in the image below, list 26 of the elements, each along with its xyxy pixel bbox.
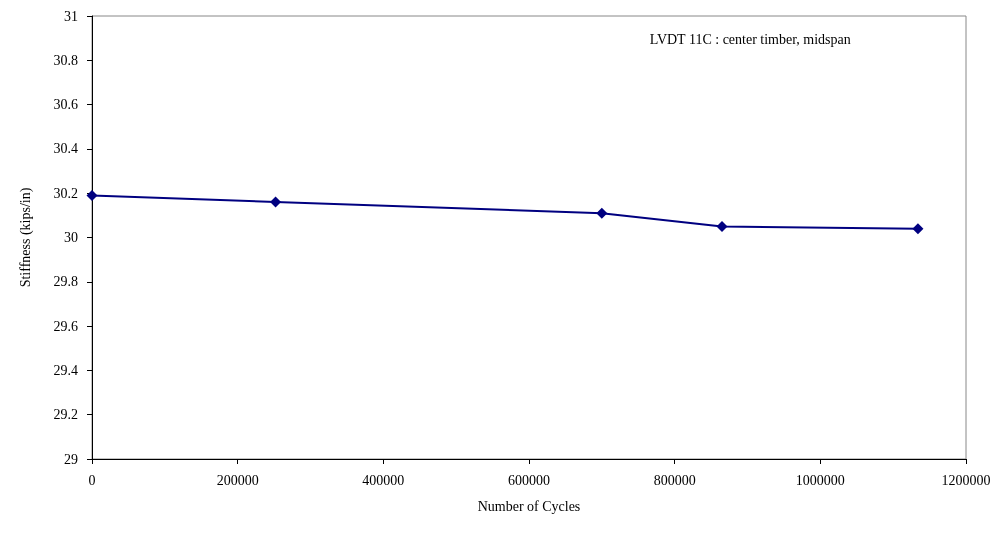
y-tick-label: 29.6 xyxy=(53,318,78,334)
annotation: LVDT 11C : center timber, midspan xyxy=(649,31,851,47)
x-tick-label: 400000 xyxy=(362,472,405,488)
x-tick-label: 1000000 xyxy=(795,472,845,488)
point xyxy=(912,223,924,235)
y-tick-label: 30.2 xyxy=(53,185,78,201)
x-tick-label: 0 xyxy=(88,472,96,488)
point xyxy=(270,196,282,208)
point xyxy=(86,189,98,201)
y-tick-label: 30 xyxy=(64,230,78,245)
y-tick-label: 29.4 xyxy=(53,362,78,378)
x-tick-label: 200000 xyxy=(216,472,259,488)
x-tick-label: 600000 xyxy=(508,472,550,488)
point xyxy=(716,220,728,232)
y-tick-label: 29.2 xyxy=(53,407,78,423)
point xyxy=(596,207,608,219)
x-axis-title: Number of Cycles xyxy=(477,498,581,514)
x-tick-label: 1200000 xyxy=(941,472,991,488)
y-tick-label: 30.6 xyxy=(53,97,78,113)
y-tick-label: 31 xyxy=(64,8,78,24)
y-tick-label: 30.8 xyxy=(53,52,78,68)
x-tick-label: 800000 xyxy=(653,472,696,488)
y-tick-label: 29.8 xyxy=(53,274,78,290)
y-tick-label: 29 xyxy=(64,451,78,467)
y-axis-title: Stiffness (kips/in) xyxy=(17,187,34,288)
y-tick-label: 30.4 xyxy=(53,141,78,157)
